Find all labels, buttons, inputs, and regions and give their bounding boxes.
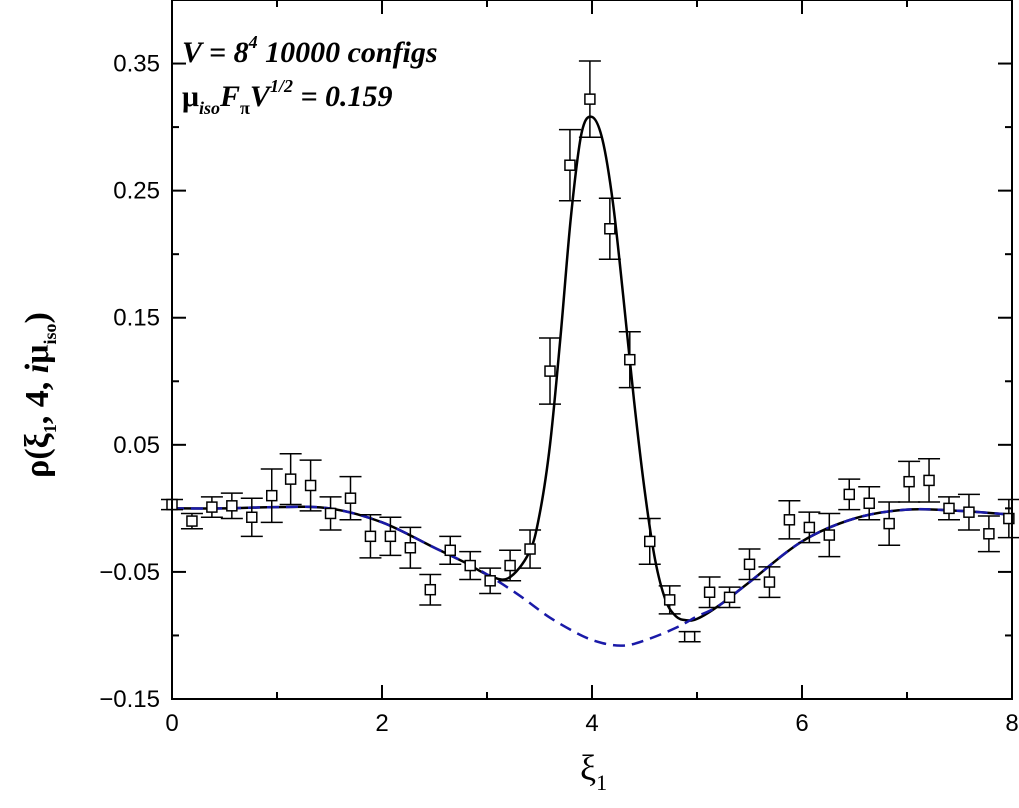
y-tick-label: 0.15: [113, 305, 160, 332]
data-point-marker: [743, 558, 756, 571]
plot-frame: [171, 0, 1013, 700]
data-point-marker: [843, 488, 855, 501]
y-tick-label: 0.25: [113, 178, 160, 205]
data-point-marker: [384, 530, 397, 543]
y-tick-label: 0.05: [113, 432, 160, 459]
data-point-marker: [344, 492, 357, 504]
data-point-marker: [564, 159, 576, 171]
data-point-marker: [284, 473, 297, 485]
x-axis-label: ξ1: [580, 748, 607, 795]
data-point-marker: [324, 507, 337, 520]
data-point-marker: [444, 544, 456, 557]
data-point-marker: [943, 502, 955, 515]
data-point-marker: [464, 559, 476, 572]
data-point-marker: [624, 353, 636, 366]
x-tick-label: 0: [165, 710, 178, 737]
y-tick-label: 0.35: [113, 51, 160, 78]
data-point-marker: [226, 500, 238, 512]
data-point-marker: [803, 521, 816, 534]
data-point-marker: [524, 543, 536, 555]
y-tick-label: −0.05: [99, 559, 160, 586]
y-tick-labels: −0.15 −0.05 0.05 0.15 0.25 0.35: [99, 51, 160, 713]
data-point-marker: [983, 528, 995, 540]
data-point-marker: [963, 506, 975, 518]
dashed-curve: [171, 505, 1013, 647]
data-point-marker: [783, 514, 796, 526]
x-tick-label: 2: [375, 710, 388, 737]
x-tick-labels: 0 2 4 6 8: [165, 710, 1018, 737]
data-point-marker: [1003, 512, 1015, 525]
data-point-marker: [584, 93, 596, 105]
data-point-marker: [763, 576, 776, 588]
data-point-marker: [663, 594, 676, 606]
annotation-volume: V = 84 10000 configs: [182, 32, 438, 69]
data-point-marker: [703, 586, 716, 598]
data-point-marker: [424, 583, 437, 596]
data-point-marker: [604, 223, 616, 235]
annotation-mu-parameter: μisoFπV1/2 = 0.159: [182, 76, 393, 118]
data-point-marker: [266, 489, 278, 502]
data-point-marker: [723, 591, 736, 604]
data-point-marker: [923, 474, 935, 487]
x-tick-label: 6: [795, 710, 808, 737]
data-point-marker: [883, 517, 895, 530]
data-point-marker: [683, 630, 696, 643]
x-tick-label: 4: [585, 710, 598, 737]
data-point-marker: [304, 479, 317, 492]
data-point-marker: [206, 501, 218, 513]
data-point-marker: [246, 511, 258, 524]
data-point-marker: [544, 365, 556, 377]
data-point-marker: [364, 530, 377, 543]
data-point-marker: [484, 575, 496, 587]
data-point-marker: [823, 529, 836, 541]
data-point-marker: [644, 535, 656, 548]
data-points: [161, 60, 1019, 643]
data-point-marker: [404, 542, 417, 554]
y-axis-label: ρ(ξ1, 4, iμiso): [19, 312, 60, 478]
x-tick-label: 8: [1005, 710, 1018, 737]
data-point-marker: [903, 475, 915, 488]
data-point-marker: [863, 497, 875, 510]
y-tick-label: −0.15: [99, 686, 160, 713]
data-point-marker: [186, 515, 198, 527]
data-point-marker: [504, 559, 516, 572]
